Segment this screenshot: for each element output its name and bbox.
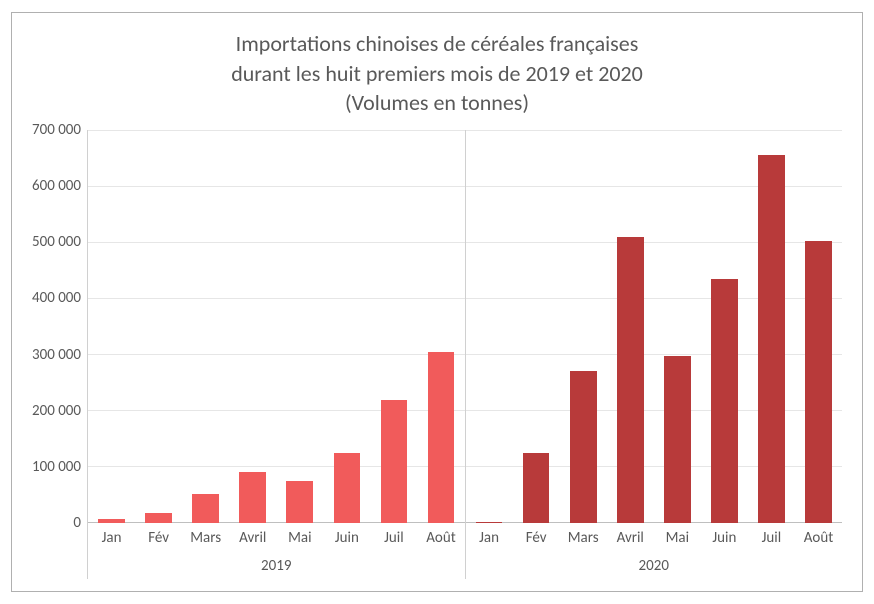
month-label: Jan bbox=[466, 523, 513, 547]
chart-container: Importations chinoises de céréales franç… bbox=[11, 12, 863, 592]
chart-title-line-2: durant les huit premiers mois de 2019 et… bbox=[32, 59, 842, 89]
bar-2019-Août bbox=[428, 352, 455, 523]
bar-2019-Avril bbox=[239, 472, 266, 523]
year-group-2020 bbox=[466, 130, 843, 523]
chart-title-line-3: (Volumes en tonnes) bbox=[32, 88, 842, 118]
month-row: JanFévMarsAvrilMaiJuinJuilAoût bbox=[88, 523, 465, 547]
bar-slot bbox=[654, 130, 701, 523]
bar-2020-Juil bbox=[758, 155, 785, 523]
month-label: Avril bbox=[607, 523, 654, 547]
month-label: Jan bbox=[88, 523, 135, 547]
bar-2020-Fév bbox=[523, 453, 550, 523]
month-label: Mars bbox=[182, 523, 229, 547]
x-labels: JanFévMarsAvrilMaiJuinJuilAoût2019JanFév… bbox=[87, 523, 842, 579]
bar-2020-Avril bbox=[617, 237, 644, 523]
month-label: Juil bbox=[370, 523, 417, 547]
month-label: Août bbox=[417, 523, 464, 547]
year-label: 2019 bbox=[88, 547, 465, 579]
bar-2019-Jan bbox=[98, 519, 125, 523]
month-label: Juin bbox=[323, 523, 370, 547]
bar-slot bbox=[607, 130, 654, 523]
x-year-group: JanFévMarsAvrilMaiJuinJuilAoût2020 bbox=[466, 523, 843, 579]
bar-2019-Juin bbox=[334, 453, 361, 523]
bar-slot bbox=[560, 130, 607, 523]
bar-slot bbox=[466, 130, 513, 523]
bar-slot bbox=[748, 130, 795, 523]
month-label: Mai bbox=[654, 523, 701, 547]
year-group-2019 bbox=[88, 130, 466, 523]
x-year-group: JanFévMarsAvrilMaiJuinJuilAoût2019 bbox=[88, 523, 466, 579]
chart-title-line-1: Importations chinoises de céréales franç… bbox=[32, 29, 842, 59]
bars-container bbox=[87, 130, 842, 523]
month-label: Juil bbox=[748, 523, 795, 547]
month-label: Mars bbox=[560, 523, 607, 547]
bar-slot bbox=[417, 130, 464, 523]
plot-area: 700 000 600 000 500 000 400 000 300 000 … bbox=[32, 130, 842, 523]
month-label: Juin bbox=[701, 523, 748, 547]
bar-2020-Mai bbox=[664, 356, 691, 523]
chart-title: Importations chinoises de céréales franç… bbox=[32, 29, 842, 118]
bar-2019-Fév bbox=[145, 513, 172, 523]
month-label: Avril bbox=[229, 523, 276, 547]
month-label: Août bbox=[795, 523, 842, 547]
y-axis: 700 000 600 000 500 000 400 000 300 000 … bbox=[32, 130, 87, 523]
bar-2019-Mai bbox=[286, 481, 313, 523]
x-axis: 700 000 JanFévMarsAvrilMaiJuinJuilAoût20… bbox=[32, 523, 842, 579]
bar-2019-Mars bbox=[192, 494, 219, 523]
bar-2020-Août bbox=[805, 241, 832, 523]
bar-2020-Juin bbox=[711, 279, 738, 523]
bar-slot bbox=[276, 130, 323, 523]
bar-slot bbox=[370, 130, 417, 523]
bar-slot bbox=[795, 130, 842, 523]
bar-slot bbox=[229, 130, 276, 523]
bar-slot bbox=[323, 130, 370, 523]
bar-2020-Jan bbox=[476, 522, 503, 523]
year-label: 2020 bbox=[466, 547, 843, 579]
month-label: Fév bbox=[135, 523, 182, 547]
bar-slot bbox=[88, 130, 135, 523]
month-label: Fév bbox=[513, 523, 560, 547]
bar-2020-Mars bbox=[570, 371, 597, 523]
month-row: JanFévMarsAvrilMaiJuinJuilAoût bbox=[466, 523, 843, 547]
bar-2019-Juil bbox=[381, 400, 408, 523]
bar-groups bbox=[88, 130, 842, 523]
bar-slot bbox=[135, 130, 182, 523]
month-label: Mai bbox=[276, 523, 323, 547]
bar-slot bbox=[701, 130, 748, 523]
bar-slot bbox=[513, 130, 560, 523]
bar-slot bbox=[182, 130, 229, 523]
